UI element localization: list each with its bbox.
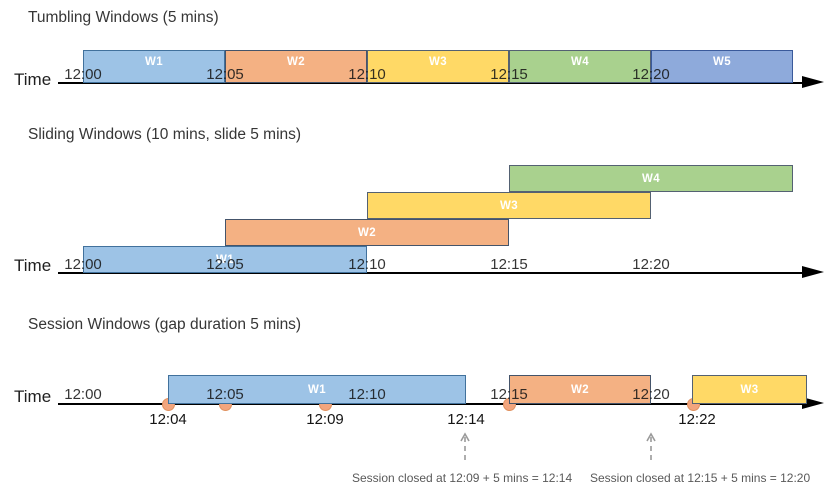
- window-box-w3: W3: [692, 375, 807, 404]
- timeline-arrowhead-icon: [802, 266, 824, 278]
- event-time-label: 12:22: [678, 411, 716, 428]
- window-box-w5: W5: [651, 50, 793, 83]
- annotation: Session closed at 12:09 + 5 mins = 12:14: [352, 471, 573, 485]
- event-time-label: 12:14: [447, 411, 485, 428]
- tick-label: 12:20: [632, 256, 670, 273]
- section-title: Session Windows (gap duration 5 mins): [28, 316, 302, 333]
- tick-label: 12:20: [632, 386, 670, 403]
- tick-label: 12:00: [64, 256, 102, 273]
- tick-label: 12:20: [632, 66, 670, 83]
- window-box-w2: W2: [509, 375, 651, 404]
- window-label: W2: [357, 226, 377, 239]
- tick-label: 12:10: [348, 66, 386, 83]
- event-time-label: 12:09: [306, 411, 344, 428]
- tick-label: 12:10: [348, 386, 386, 403]
- tick-label: 12:05: [206, 386, 244, 403]
- window-box-w4: W4: [509, 165, 793, 192]
- tick-label: 12:05: [206, 256, 244, 273]
- window-box-w1: W1: [168, 375, 466, 404]
- window-label: W1: [144, 56, 164, 68]
- session-close-arrow-icon: [460, 432, 470, 463]
- timeline: [58, 82, 806, 84]
- window-label: W3: [499, 199, 519, 212]
- window-box-w2: W2: [225, 219, 509, 246]
- window-box-w2: W2: [225, 50, 367, 83]
- window-box-w1: W1: [83, 50, 225, 83]
- window-label: W2: [286, 56, 306, 68]
- annotation: Session closed at 12:15 + 5 mins = 12:20: [590, 471, 811, 485]
- tick-label: 12:05: [206, 66, 244, 83]
- window-label: W1: [307, 383, 327, 396]
- window-box-w1: W1: [83, 246, 367, 273]
- event-time-label: 12:04: [149, 411, 187, 428]
- tick-label: 12:00: [64, 66, 102, 83]
- window-box-w3: W3: [367, 50, 509, 83]
- tick-label: 12:00: [64, 386, 102, 403]
- tick-label: 12:10: [348, 256, 386, 273]
- window-label: W4: [641, 172, 661, 185]
- timeline: [58, 403, 806, 405]
- window-label: W3: [428, 56, 448, 68]
- tick-label: 12:15: [490, 386, 528, 403]
- window-label: W1: [215, 253, 235, 266]
- time-axis-label: Time: [14, 256, 52, 275]
- window-label: W3: [740, 383, 759, 396]
- time-axis-label: Time: [14, 70, 52, 89]
- window-box-w3: W3: [367, 192, 651, 219]
- window-label: W2: [570, 383, 590, 396]
- timeline-arrowhead-icon: [802, 397, 824, 409]
- timeline-arrowhead-icon: [802, 76, 824, 88]
- time-axis-label: Time: [14, 387, 52, 406]
- window-box-w4: W4: [509, 50, 651, 83]
- tick-label: 12:15: [490, 256, 528, 273]
- session-close-arrow-icon: [646, 432, 656, 463]
- section-title: Tumbling Windows (5 mins): [28, 9, 219, 26]
- window-label: W4: [570, 56, 590, 68]
- window-label: W5: [712, 56, 732, 68]
- tick-label: 12:15: [490, 66, 528, 83]
- timeline: [58, 272, 806, 274]
- section-title: Sliding Windows (10 mins, slide 5 mins): [28, 126, 302, 143]
